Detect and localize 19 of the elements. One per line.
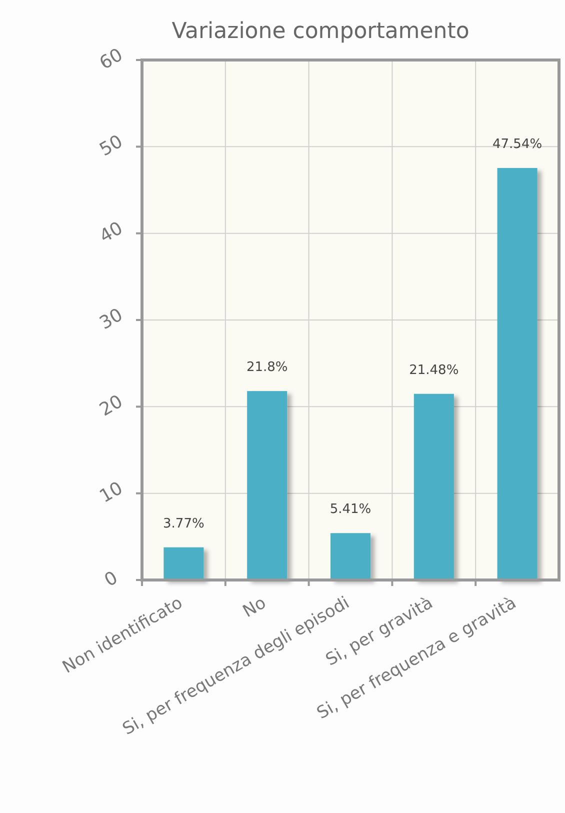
- bar: [164, 547, 204, 580]
- chart-title: Variazione comportamento: [172, 19, 470, 44]
- y-tick-label: 0: [101, 567, 122, 592]
- data-label: 47.54%: [492, 136, 542, 152]
- bar: [330, 533, 371, 580]
- data-label: 5.41%: [330, 502, 372, 518]
- y-tick-label: 50: [96, 131, 126, 161]
- y-tick-label: 10: [96, 478, 126, 508]
- bar: [414, 394, 454, 580]
- data-label: 21.48%: [409, 362, 459, 378]
- x-tick-label: No: [240, 593, 270, 622]
- data-label: 3.77%: [163, 516, 204, 532]
- bar: [247, 391, 288, 580]
- y-tick-label: 40: [96, 218, 126, 248]
- bar: [497, 168, 538, 580]
- data-label: 21.8%: [246, 360, 288, 376]
- y-tick-label: 20: [96, 391, 126, 421]
- y-tick-label: 60: [96, 44, 126, 74]
- y-tick-label: 30: [96, 304, 126, 334]
